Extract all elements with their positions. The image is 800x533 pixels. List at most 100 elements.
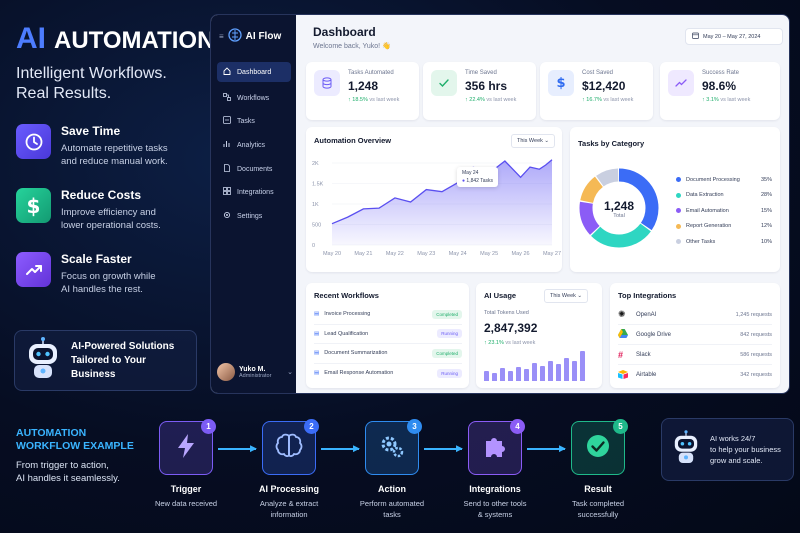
overview-area <box>332 159 552 245</box>
stat-value: 98.6% <box>702 79 737 93</box>
donut-slice[interactable] <box>579 168 659 248</box>
main-content: Dashboard Welcome back, Yuko! 👋 May 20 –… <box>296 15 789 393</box>
integration-row[interactable]: Google Drive 842 requests <box>618 325 772 345</box>
workflow-row[interactable]: ▤ Email Response Automation Running <box>314 364 462 384</box>
arrow-head-icon: ▶ <box>353 443 360 453</box>
status-badge: Running <box>437 329 462 339</box>
stat-label: Success Rate <box>702 70 740 76</box>
usage-bar <box>508 370 513 381</box>
donut-total-label: Total <box>613 213 625 219</box>
step-title: Action <box>378 484 406 494</box>
step-number: 4 <box>510 419 525 434</box>
sidebar-item-label: Workflows <box>237 94 270 102</box>
feature-desc: Automate repetitive tasks and reduce manu… <box>61 143 168 167</box>
step-desc: New data received <box>154 499 218 508</box>
sidebar-item-workflows[interactable]: Workflows <box>217 88 291 108</box>
integration-row[interactable]: ✺ OpenAI 1,245 requests <box>618 305 772 325</box>
integrations-icon <box>223 187 231 197</box>
chevron-down-icon[interactable]: ⌄ <box>287 369 293 376</box>
workflow-example-desc: From trigger to action, AI handles it sea… <box>16 460 120 484</box>
sidebar-item-documents[interactable]: Documents <box>217 159 291 179</box>
slack-icon: # <box>618 349 624 360</box>
step-desc: Send to other tools & systems <box>463 499 527 519</box>
legend-item: Email Automation 15% <box>676 203 772 219</box>
integration-row[interactable]: Airtable 342 requests <box>618 365 772 385</box>
settings-icon <box>223 211 231 221</box>
status-badge: Running <box>437 368 462 378</box>
sidebar-item-integrations[interactable]: Integrations <box>217 182 291 202</box>
documents-icon <box>223 164 231 174</box>
sidebar-item-label: Documents <box>237 165 273 173</box>
usage-bar <box>580 350 585 381</box>
brain-icon <box>275 433 303 464</box>
feature-title: Scale Faster <box>61 252 132 266</box>
sidebar-item-analytics[interactable]: Analytics <box>217 135 291 155</box>
check-circle-icon <box>585 433 611 464</box>
user-profile[interactable]: Yuko M. Administrator ⌄ <box>217 363 293 381</box>
usage-bar <box>564 357 569 381</box>
overview-range-select[interactable]: This Week ⌄ <box>511 134 556 148</box>
y-tick-label: 1.5K <box>312 182 324 188</box>
x-tick-label: May 25 <box>480 251 498 257</box>
workflow-row[interactable]: ▤ Lead Qualification Running <box>314 325 462 344</box>
ai-help-text: AI works 24/7 to help your business grow a… <box>710 434 781 465</box>
feature-title: Reduce Costs <box>61 188 142 202</box>
brand-name: AI Flow <box>245 31 282 42</box>
category-title: Tasks by Category <box>578 139 645 148</box>
step-desc: Perform automated tasks <box>359 499 425 519</box>
y-tick-label: 0 <box>312 243 315 249</box>
recent-workflows-card: Recent Workflows ▤ Invoice Processing Comp… <box>306 283 469 388</box>
stat-change: ↑ 22.4% vs last week <box>465 97 517 103</box>
overview-title: Automation Overview <box>314 136 392 145</box>
trend-icon <box>668 70 694 96</box>
sidebar-item-label: Analytics <box>237 141 266 149</box>
sidebar-item-tasks[interactable]: Tasks <box>217 111 291 131</box>
document-icon: ▤ <box>314 311 320 318</box>
integration-row[interactable]: # Slack 586 requests <box>618 345 772 365</box>
date-range-picker[interactable]: May 20 – May 27, 2024 <box>685 28 783 45</box>
usage-bar <box>540 365 545 381</box>
calendar-icon <box>692 32 699 41</box>
stat-card-tasks: Tasks Automated 1,248 ↑ 18.5% vs last we… <box>306 62 419 120</box>
usage-value: 2,847,392 <box>484 321 538 335</box>
dollar-icon: $ <box>548 70 574 96</box>
status-badge: Completed <box>432 348 462 358</box>
google-drive-icon <box>618 329 630 340</box>
ai-help-box: AI works 24/7 to help your business grow a… <box>661 418 794 481</box>
avatar <box>217 363 235 381</box>
stat-label: Cost Saved <box>582 70 614 76</box>
workflow-row[interactable]: ▤ Invoice Processing Completed <box>314 305 462 325</box>
clock-icon <box>16 124 51 159</box>
usage-change: ↑ 23.1% vs last week <box>484 340 536 346</box>
donut-slice[interactable] <box>579 168 659 248</box>
step-title: Integrations <box>469 484 521 494</box>
sidebar-item-settings[interactable]: Settings <box>217 206 291 226</box>
tooltip-date: May 24 <box>462 170 479 176</box>
donut-slice[interactable] <box>579 168 659 248</box>
hero-title-ai: AI <box>16 22 46 55</box>
sidebar: ≡ AI Flow Dashboard Workflows Tasks Anal… <box>211 15 296 393</box>
stat-value: 356 hrs <box>465 79 508 93</box>
usage-label: Total Tokens Used <box>484 310 529 316</box>
category-donut <box>579 168 659 248</box>
date-range-label: May 20 – May 27, 2024 <box>703 33 761 40</box>
legend-item: Report Generation 12% <box>676 219 772 235</box>
sidebar-item-dashboard[interactable]: Dashboard <box>217 62 291 82</box>
arrow-head-icon: ▶ <box>250 443 257 453</box>
y-tick-label: 500 <box>312 223 321 229</box>
feature-save-time: Save Time Automate repetitive tasks and r… <box>16 124 206 168</box>
x-tick-label: May 21 <box>354 251 372 257</box>
menu-icon[interactable]: ≡ <box>219 32 224 41</box>
robot-icon <box>23 336 63 385</box>
usage-range-select[interactable]: This Week ⌄ <box>544 289 589 303</box>
workflow-row[interactable]: ▤ Document Summarization Completed <box>314 344 462 364</box>
stat-value: $12,420 <box>582 79 626 93</box>
step-desc: Analyze & extract information <box>259 499 319 519</box>
feature-title: Save Time <box>61 124 121 138</box>
ai-solutions-text: AI-Powered Solutions Tailored to Your Bus… <box>71 340 175 380</box>
hero-subtitle-line-1: Intelligent Workflows. <box>16 65 167 82</box>
x-tick-label: May 27 <box>543 251 561 257</box>
feature-desc: Focus on growth while AI handles the rest… <box>61 271 156 295</box>
hero-subtitle: Intelligent Workflows. Real Results. <box>16 64 206 104</box>
arrow-head-icon: ▶ <box>559 443 566 453</box>
